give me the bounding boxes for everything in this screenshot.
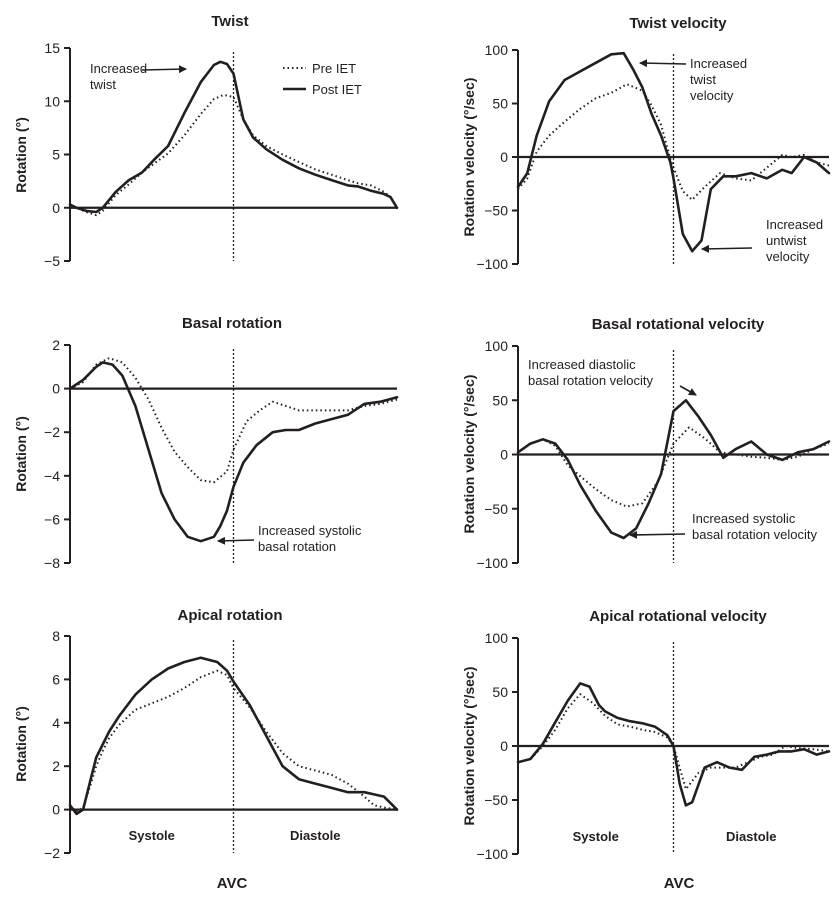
legend-label: Post IET	[312, 82, 362, 97]
y-tick-label: −2	[44, 424, 60, 440]
pre-iet-line	[517, 693, 830, 791]
annotation-line: basal rotation velocity	[692, 527, 818, 542]
y-tick-label: −2	[44, 845, 60, 861]
y-tick-label: 0	[500, 738, 508, 754]
panel-title: Twist	[211, 13, 248, 30]
legend-label: Pre IET	[312, 61, 356, 76]
annotation-line: Increased	[766, 217, 823, 232]
annotation-line: twist	[90, 77, 116, 92]
annotation-line: basal rotation velocity	[528, 373, 654, 388]
chart-panel: Apical rotational velocity Rotation veloc…	[461, 608, 831, 862]
y-axis-label: Rotation (°)	[13, 416, 29, 492]
panel-title: Basal rotation	[182, 315, 282, 332]
panel-title: Basal rotational velocity	[592, 316, 765, 333]
chart-panel: Apical rotation Rotation (°) −2 0 2 4 6 8 Systol…	[13, 607, 399, 861]
y-axis-label: Rotation (°)	[13, 117, 29, 193]
annotation-line: twist	[690, 72, 716, 87]
y-axis-label: Rotation velocity (°/sec)	[461, 375, 477, 534]
y-tick-label: 6	[52, 671, 60, 687]
y-tick-label: 0	[52, 200, 60, 216]
chart-panel: Twist Rotation (°) −5 0 5 10 15	[13, 13, 399, 269]
y-tick-label: 2	[52, 758, 60, 774]
pre-iet-line	[517, 83, 830, 201]
y-tick-label: −4	[44, 468, 60, 484]
post-iet-line	[68, 656, 399, 816]
y-axis-label: Rotation velocity (°/sec)	[461, 78, 477, 237]
post-iet-line	[516, 682, 831, 807]
annotation-arrow	[701, 244, 753, 253]
annotation-arrow	[141, 65, 187, 74]
panel-title: Apical rotation	[177, 607, 282, 624]
figure-extras: AVC AVC	[217, 875, 695, 892]
annotation-line: velocity	[690, 88, 734, 103]
pre-iet-line	[69, 669, 398, 813]
y-tick-label: 0	[500, 447, 508, 463]
annotation-text: Increased systolic basal rotation velocit…	[692, 511, 818, 542]
y-tick-label: −100	[476, 256, 508, 272]
y-axis-label: Rotation (°)	[13, 706, 29, 782]
systole-label: Systole	[129, 828, 175, 843]
post-iet-line	[516, 398, 831, 540]
post-iet-line	[68, 361, 399, 543]
diastole-label: Diastole	[290, 828, 341, 843]
y-tick-label: −6	[44, 511, 60, 527]
y-tick-label: 0	[500, 149, 508, 165]
annotation-line: Increased systolic	[258, 523, 362, 538]
diastole-label: Diastole	[726, 829, 777, 844]
y-tick-label: 4	[52, 715, 60, 731]
annotation-line: basal rotation	[258, 539, 336, 554]
annotation-arrow	[639, 59, 687, 68]
annotation-arrow	[679, 385, 697, 396]
annotation-text: Increased twist velocity	[690, 56, 747, 103]
y-tick-label: −100	[476, 555, 508, 571]
y-tick-label: 5	[52, 147, 60, 163]
y-tick-label: 10	[44, 93, 60, 109]
y-tick-label: −50	[484, 203, 508, 219]
annotation-text: Increased twist	[90, 61, 147, 92]
chart-panel: Basal rotation Rotation (°) −8 −6 −4 −2 0 2	[13, 315, 399, 571]
y-tick-label: −5	[44, 253, 60, 269]
annotation-line: velocity	[766, 249, 810, 264]
panel-title: Twist velocity	[629, 15, 727, 32]
y-tick-label: −50	[484, 501, 508, 517]
y-tick-label: −100	[476, 846, 508, 862]
y-tick-label: 100	[485, 630, 509, 646]
annotation-text: Increased systolic basal rotation	[258, 523, 362, 554]
y-tick-label: 15	[44, 40, 60, 56]
y-axis-label: Rotation velocity (°/sec)	[461, 667, 477, 826]
annotation-text: Increased diastolic basal rotation veloci…	[528, 357, 654, 388]
legend: Pre IET Post IET	[283, 61, 362, 97]
y-tick-label: 0	[52, 381, 60, 397]
post-iet-line	[68, 60, 399, 214]
y-tick-label: 50	[492, 684, 508, 700]
avc-label-left: AVC	[217, 875, 248, 892]
annotation-arrow	[629, 530, 686, 539]
post-iet-line	[516, 51, 831, 253]
avc-label-right: AVC	[664, 875, 695, 892]
y-tick-label: 50	[492, 392, 508, 408]
pre-iet-line	[69, 357, 398, 484]
y-tick-label: 50	[492, 96, 508, 112]
y-tick-label: −8	[44, 555, 60, 571]
y-tick-label: 8	[52, 628, 60, 644]
panel-title: Apical rotational velocity	[589, 608, 767, 625]
annotation-arrow	[217, 536, 255, 545]
chart-panel: Basal rotational velocity Rotation veloci…	[461, 316, 831, 571]
annotation-line: Increased diastolic	[528, 357, 636, 372]
annotation-line: Increased	[90, 61, 147, 76]
annotation-line: Increased	[690, 56, 747, 71]
annotation-line: Increased systolic	[692, 511, 796, 526]
y-tick-label: 0	[52, 802, 60, 818]
y-tick-label: 2	[52, 337, 60, 353]
y-tick-label: 100	[485, 338, 509, 354]
annotation-line: untwist	[766, 233, 807, 248]
pre-iet-line	[69, 93, 398, 217]
y-tick-label: 100	[485, 42, 509, 58]
y-tick-label: −50	[484, 792, 508, 808]
systole-label: Systole	[573, 829, 619, 844]
annotation-text: Increased untwist velocity	[766, 217, 823, 264]
